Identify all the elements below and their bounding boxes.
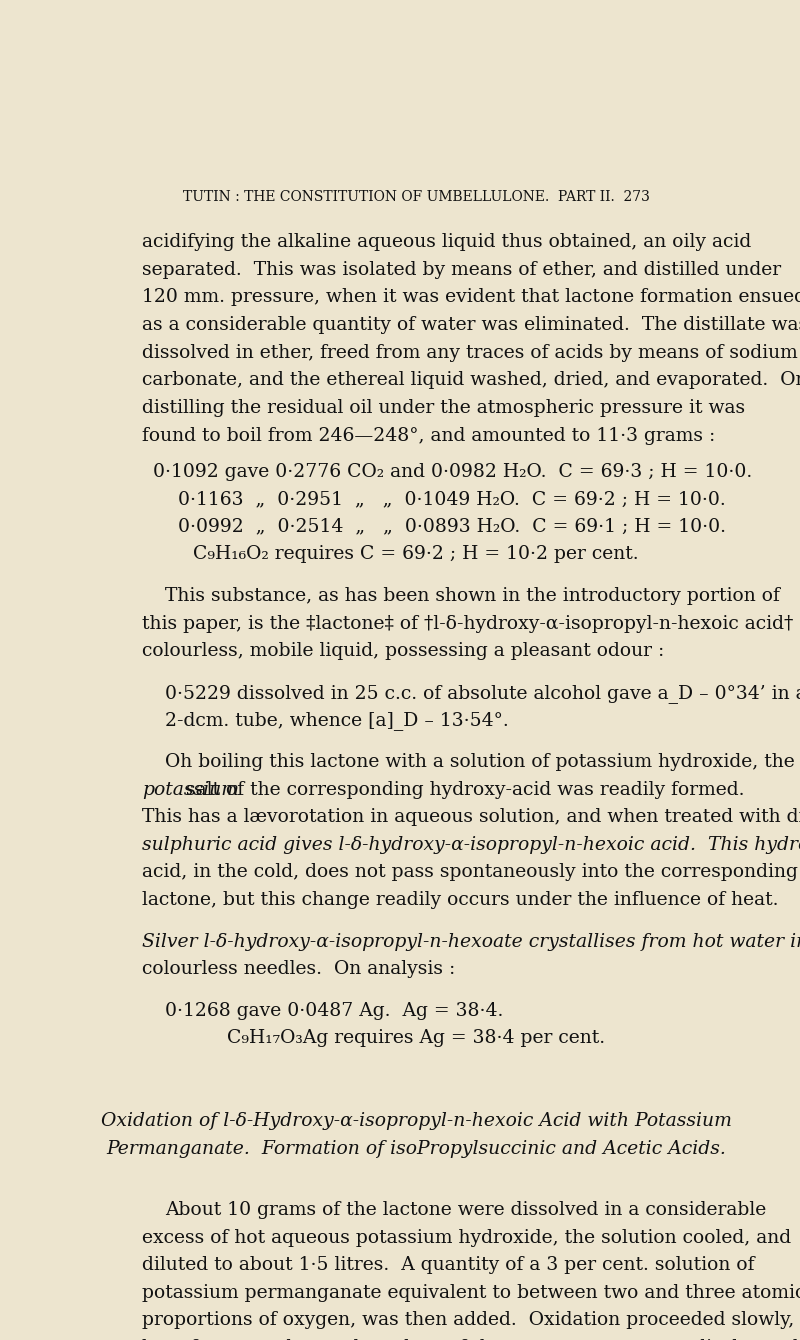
Text: 0·1163  „  0·2951  „   „  0·1049 H₂O.  C = 69·2 ; H = 10·0.: 0·1163 „ 0·2951 „ „ 0·1049 H₂O. C = 69·2… xyxy=(178,490,726,508)
Text: acidifying the alkaline aqueous liquid thus obtained, an oily acid: acidifying the alkaline aqueous liquid t… xyxy=(142,233,751,251)
Text: this paper, is the ‡lactone‡ of †l-δ-hydroxy-α-isopropyl-n-hexoic acid† ; it is : this paper, is the ‡lactone‡ of †l-δ-hyd… xyxy=(142,615,800,632)
Text: About 10 grams of the lactone were dissolved in a considerable: About 10 grams of the lactone were disso… xyxy=(165,1201,766,1219)
Text: distilling the residual oil under the atmospheric pressure it was: distilling the residual oil under the at… xyxy=(142,399,746,417)
Text: Silver l-δ-hydroxy-α-isopropyl-n-hexoate crystallises from hot water in: Silver l-δ-hydroxy-α-isopropyl-n-hexoate… xyxy=(142,933,800,950)
Text: TUTIN : THE CONSTITUTION OF UMBELLULONE.  PART II.  273: TUTIN : THE CONSTITUTION OF UMBELLULONE.… xyxy=(182,190,650,204)
Text: This has a lævorotation in aqueous solution, and when treated with dilute: This has a lævorotation in aqueous solut… xyxy=(142,808,800,827)
Text: proportions of oxygen, was then added.  Oxidation proceeded slowly,: proportions of oxygen, was then added. O… xyxy=(142,1312,794,1329)
Text: colourless needles.  On analysis :: colourless needles. On analysis : xyxy=(142,961,455,978)
Text: separated.  This was isolated by means of ether, and distilled under: separated. This was isolated by means of… xyxy=(142,261,782,279)
Text: diluted to about 1·5 litres.  A quantity of a 3 per cent. solution of: diluted to about 1·5 litres. A quantity … xyxy=(142,1256,754,1274)
Text: This substance, as has been shown in the introductory portion of: This substance, as has been shown in the… xyxy=(165,587,780,604)
Text: as a considerable quantity of water was eliminated.  The distillate was: as a considerable quantity of water was … xyxy=(142,316,800,334)
Text: Oh boiling this lactone with a solution of potassium hydroxide, the: Oh boiling this lactone with a solution … xyxy=(165,753,795,770)
Text: dissolved in ether, freed from any traces of acids by means of sodium: dissolved in ether, freed from any trace… xyxy=(142,343,798,362)
Text: 120 mm. pressure, when it was evident that lactone formation ensued,: 120 mm. pressure, when it was evident th… xyxy=(142,288,800,307)
Text: 0·5229 dissolved in 25 c.c. of absolute alcohol gave a_D – 0°34’ in a: 0·5229 dissolved in 25 c.c. of absolute … xyxy=(165,683,800,702)
Text: Oxidation of l-δ-Hydroxy-α-isopropyl-n-hexoic Acid with Potassium: Oxidation of l-δ-Hydroxy-α-isopropyl-n-h… xyxy=(101,1112,732,1131)
Text: Permanganate.  Formation of isoPropylsuccinic and Acetic Acids.: Permanganate. Formation of isoPropylsucc… xyxy=(106,1140,726,1158)
Text: carbonate, and the ethereal liquid washed, dried, and evaporated.  On: carbonate, and the ethereal liquid washe… xyxy=(142,371,800,390)
Text: C₉H₁₆O₂ requires C = 69·2 ; H = 10·2 per cent.: C₉H₁₆O₂ requires C = 69·2 ; H = 10·2 per… xyxy=(194,545,639,564)
Text: excess of hot aqueous potassium hydroxide, the solution cooled, and: excess of hot aqueous potassium hydroxid… xyxy=(142,1229,791,1246)
Text: potassium: potassium xyxy=(142,780,239,799)
Text: found to boil from 246—248°, and amounted to 11·3 grams :: found to boil from 246—248°, and amounte… xyxy=(142,426,715,445)
Text: salt of the corresponding hydroxy-acid was readily formed.: salt of the corresponding hydroxy-acid w… xyxy=(180,780,745,799)
Text: lactone, but this change readily occurs under the influence of heat.: lactone, but this change readily occurs … xyxy=(142,891,778,909)
Text: sulphuric acid gives l-δ-hydroxy-α-isopropyl-n-hexoic acid.  This hydroxy-: sulphuric acid gives l-δ-hydroxy-α-isopr… xyxy=(142,836,800,854)
Text: 2-dcm. tube, whence [a]_D – 13·54°.: 2-dcm. tube, whence [a]_D – 13·54°. xyxy=(165,712,509,730)
Text: potassium permanganate equivalent to between two and three atomic: potassium permanganate equivalent to bet… xyxy=(142,1284,800,1302)
Text: 0·1268 gave 0·0487 Ag.  Ag = 38·4.: 0·1268 gave 0·0487 Ag. Ag = 38·4. xyxy=(165,1002,503,1020)
Text: 0·1092 gave 0·2776 CO₂ and 0·0982 H₂O.  C = 69·3 ; H = 10·0.: 0·1092 gave 0·2776 CO₂ and 0·0982 H₂O. C… xyxy=(153,462,752,481)
Text: C₉H₁₇O₃Ag requires Ag = 38·4 per cent.: C₉H₁₇O₃Ag requires Ag = 38·4 per cent. xyxy=(227,1029,606,1048)
Text: colourless, mobile liquid, possessing a pleasant odour :: colourless, mobile liquid, possessing a … xyxy=(142,642,665,661)
Text: 0·0992  „  0·2514  „   „  0·0893 H₂O.  C = 69·1 ; H = 10·0.: 0·0992 „ 0·2514 „ „ 0·0893 H₂O. C = 69·1… xyxy=(178,517,726,536)
Text: acid, in the cold, does not pass spontaneously into the corresponding: acid, in the cold, does not pass spontan… xyxy=(142,863,798,882)
